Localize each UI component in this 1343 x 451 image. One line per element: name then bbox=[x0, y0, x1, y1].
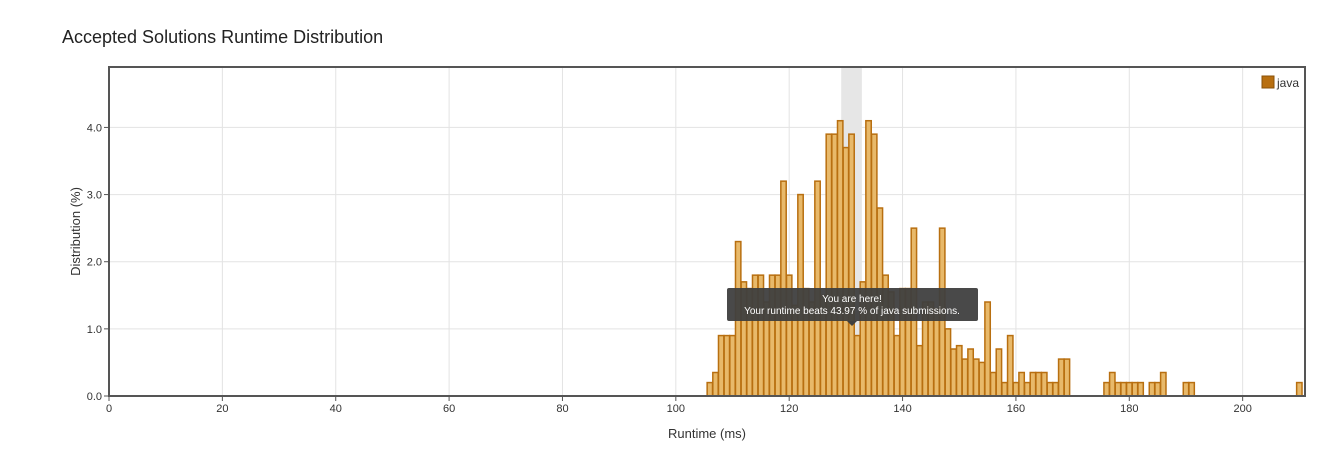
x-tick-label: 80 bbox=[556, 403, 568, 415]
y-tick-label: 2.0 bbox=[87, 257, 102, 269]
bar[interactable] bbox=[1023, 381, 1031, 397]
bar[interactable] bbox=[1057, 358, 1065, 397]
bar[interactable] bbox=[831, 133, 838, 397]
x-tick-label: 0 bbox=[106, 403, 112, 415]
bar[interactable] bbox=[853, 334, 861, 397]
y-tick-label: 4.0 bbox=[87, 122, 102, 134]
bar[interactable] bbox=[712, 371, 719, 397]
bar[interactable] bbox=[916, 344, 924, 397]
bar[interactable] bbox=[1120, 381, 1128, 397]
bar[interactable] bbox=[729, 334, 736, 397]
bar[interactable] bbox=[1040, 371, 1048, 397]
grid bbox=[108, 67, 1305, 397]
bar[interactable] bbox=[950, 348, 958, 397]
bars bbox=[706, 119, 1303, 397]
bar[interactable] bbox=[1103, 381, 1111, 397]
bar[interactable] bbox=[1006, 334, 1014, 397]
x-tick-label: 100 bbox=[667, 403, 685, 415]
bar[interactable] bbox=[1154, 381, 1162, 397]
bar[interactable] bbox=[989, 371, 997, 397]
bar[interactable] bbox=[933, 307, 941, 397]
bar[interactable] bbox=[1148, 381, 1156, 397]
bar[interactable] bbox=[723, 334, 731, 397]
y-tick-label: 1.0 bbox=[87, 324, 102, 336]
bar[interactable] bbox=[706, 381, 714, 397]
x-tick-label: 140 bbox=[893, 403, 911, 415]
bar[interactable] bbox=[1131, 381, 1139, 397]
tooltip-line-1: You are here! bbox=[822, 294, 882, 305]
bar[interactable] bbox=[1182, 381, 1190, 397]
bar[interactable] bbox=[1125, 381, 1133, 397]
x-axis-ticks: 0 20 40 60 80 100 120 140 160 180 200 bbox=[106, 396, 1252, 415]
runtime-tooltip: You are here! Your runtime beats 43.97 %… bbox=[727, 288, 978, 326]
bar[interactable] bbox=[995, 348, 1003, 397]
x-tick-label: 60 bbox=[443, 403, 455, 415]
x-axis-label: Runtime (ms) bbox=[668, 426, 746, 441]
bar[interactable] bbox=[1108, 371, 1116, 397]
chart-title: Accepted Solutions Runtime Distribution bbox=[62, 27, 384, 47]
tooltip-arrow bbox=[847, 321, 857, 326]
bar[interactable] bbox=[1114, 381, 1122, 397]
bar[interactable] bbox=[967, 348, 975, 397]
bar[interactable] bbox=[1063, 358, 1071, 397]
bar[interactable] bbox=[1052, 381, 1060, 397]
x-tick-label: 180 bbox=[1120, 403, 1138, 415]
y-axis-ticks: 0.0 1.0 2.0 3.0 4.0 bbox=[87, 122, 109, 403]
bar[interactable] bbox=[1159, 371, 1167, 397]
bar[interactable] bbox=[944, 328, 952, 397]
bar[interactable] bbox=[1295, 381, 1303, 397]
bar[interactable] bbox=[893, 334, 901, 397]
legend-swatch bbox=[1261, 75, 1275, 89]
bar[interactable] bbox=[865, 119, 872, 397]
x-tick-label: 200 bbox=[1233, 403, 1251, 415]
x-tick-label: 160 bbox=[1007, 403, 1025, 415]
bar[interactable] bbox=[955, 344, 963, 397]
bar[interactable] bbox=[848, 133, 855, 397]
y-tick-label: 3.0 bbox=[87, 190, 102, 202]
plot-frame bbox=[108, 66, 1306, 397]
bar[interactable] bbox=[1029, 371, 1037, 397]
bar[interactable] bbox=[825, 133, 833, 397]
x-tick-label: 40 bbox=[330, 403, 342, 415]
tooltip-line-2: Your runtime beats 43.97 % of java submi… bbox=[744, 306, 960, 317]
bar[interactable] bbox=[1001, 381, 1009, 397]
bar[interactable] bbox=[836, 119, 844, 397]
bar[interactable] bbox=[961, 358, 969, 397]
bar[interactable] bbox=[1012, 381, 1020, 397]
bar[interactable] bbox=[984, 301, 992, 397]
x-tick-label: 120 bbox=[780, 403, 798, 415]
legend-label: java bbox=[1276, 76, 1299, 90]
bar[interactable] bbox=[842, 146, 850, 397]
y-tick-label: 0.0 bbox=[87, 391, 102, 403]
bar[interactable] bbox=[870, 133, 878, 397]
bar[interactable] bbox=[1046, 381, 1054, 397]
legend[interactable]: java bbox=[1261, 75, 1299, 90]
y-axis-label: Distribution (%) bbox=[68, 187, 83, 276]
bar[interactable] bbox=[717, 334, 725, 397]
bar[interactable] bbox=[972, 358, 980, 397]
bar[interactable] bbox=[978, 361, 986, 397]
bar[interactable] bbox=[1018, 371, 1026, 397]
bar[interactable] bbox=[1188, 381, 1196, 397]
bar[interactable] bbox=[1137, 381, 1145, 397]
tooltip-box bbox=[727, 288, 978, 321]
x-tick-label: 20 bbox=[216, 403, 228, 415]
bar[interactable] bbox=[1035, 371, 1043, 397]
